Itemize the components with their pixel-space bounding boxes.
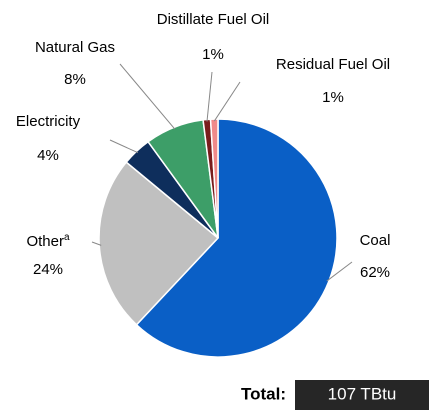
category-label: Residual Fuel Oil	[276, 56, 390, 73]
category-label: Distillate Fuel Oil	[157, 11, 270, 28]
value-label: 4%	[37, 147, 59, 164]
category-label: Coal	[360, 232, 391, 249]
leader-line	[213, 81, 241, 122]
pie-slice	[98, 161, 220, 326]
value-label: 24%	[33, 261, 63, 278]
value-label: 1%	[202, 46, 224, 63]
category-name: Residual Fuel Oil	[276, 56, 390, 73]
category-label: Othera	[26, 232, 70, 250]
category-name: Distillate Fuel Oil	[157, 11, 270, 28]
total-box	[295, 380, 429, 410]
leader-line	[91, 241, 102, 246]
category-name: Other	[26, 233, 64, 250]
category-name: Electricity	[16, 113, 81, 130]
category-label: Electricity	[16, 113, 81, 130]
value-label: 1%	[322, 89, 344, 106]
category-name: Natural Gas	[35, 39, 115, 56]
leader-line	[119, 63, 176, 130]
footnote-mark: a	[64, 232, 70, 243]
category-label: Natural Gas	[35, 39, 115, 56]
pie-slice	[209, 118, 219, 239]
value-label: 62%	[360, 264, 390, 281]
category-name: Coal	[360, 232, 391, 249]
leader-line	[326, 261, 353, 282]
leader-line	[206, 71, 213, 122]
total-value: 107 TBtu	[328, 384, 397, 403]
leader-line	[109, 139, 139, 154]
pie-slice	[135, 118, 338, 358]
total-label: Total:	[241, 384, 286, 403]
value-label: 8%	[64, 71, 86, 88]
